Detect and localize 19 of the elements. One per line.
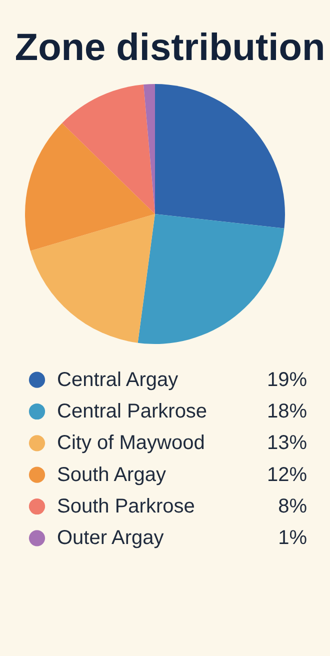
pie-slice — [138, 214, 284, 344]
pie-slice — [62, 84, 155, 214]
pie-slice — [25, 123, 155, 251]
legend-label: Outer Argay — [57, 527, 164, 550]
data-label: 19% — [266, 368, 308, 391]
data-label: 1% — [278, 527, 308, 550]
pie-slice — [155, 84, 285, 228]
pie-slice — [30, 214, 155, 343]
pie-slice — [144, 84, 155, 214]
chart-title: Zone distribution — [14, 27, 326, 69]
legend-label: Central Parkrose — [57, 400, 208, 422]
data-label: 18% — [266, 400, 308, 422]
legend-label: South Parkrose — [57, 496, 195, 518]
legend-label: City of Maywood — [57, 432, 205, 454]
legend-label: South Argay — [57, 464, 166, 486]
legend-label: Central Argay — [57, 368, 178, 391]
data-label: 13% — [266, 432, 308, 454]
data-label: 8% — [278, 496, 308, 518]
data-label: 12% — [266, 464, 308, 486]
